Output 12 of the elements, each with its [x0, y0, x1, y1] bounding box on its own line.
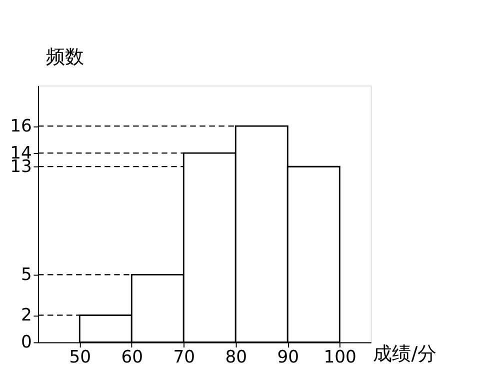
y-tick-label: 2: [20, 305, 32, 326]
x-tick-label: 80: [225, 348, 247, 368]
y-axis-title: 频数: [46, 46, 84, 68]
y-tick-label: 0: [20, 332, 32, 352]
x-tick-label: 90: [277, 348, 299, 368]
x-tick-label: 50: [69, 348, 91, 368]
y-tick-label: 16: [10, 116, 32, 136]
x-tick-label: 100: [324, 348, 356, 368]
x-tick-label: 70: [173, 348, 195, 368]
x-axis-title: 成绩/分: [373, 342, 437, 365]
x-tick-label: 60: [121, 348, 143, 368]
y-tick-label: 5: [20, 264, 32, 285]
